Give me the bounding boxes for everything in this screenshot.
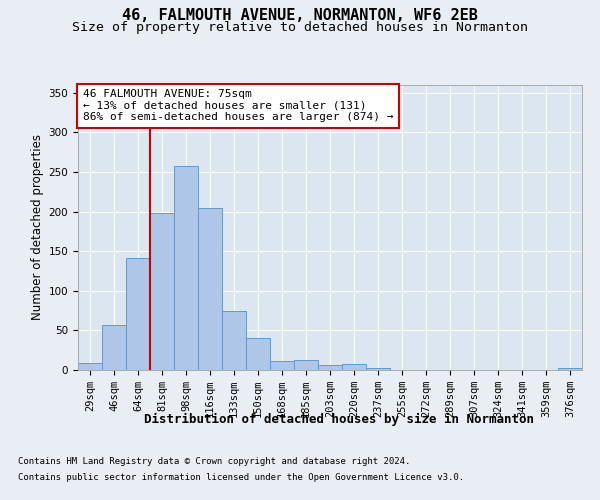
- Text: Distribution of detached houses by size in Normanton: Distribution of detached houses by size …: [144, 412, 534, 426]
- Text: 46 FALMOUTH AVENUE: 75sqm
← 13% of detached houses are smaller (131)
86% of semi: 46 FALMOUTH AVENUE: 75sqm ← 13% of detac…: [83, 90, 394, 122]
- Text: Contains HM Land Registry data © Crown copyright and database right 2024.: Contains HM Land Registry data © Crown c…: [18, 458, 410, 466]
- Bar: [102, 325, 126, 370]
- Bar: [270, 360, 294, 370]
- Text: Size of property relative to detached houses in Normanton: Size of property relative to detached ho…: [72, 21, 528, 34]
- Text: 46, FALMOUTH AVENUE, NORMANTON, WF6 2EB: 46, FALMOUTH AVENUE, NORMANTON, WF6 2EB: [122, 8, 478, 22]
- Bar: [198, 208, 222, 370]
- Bar: [558, 368, 582, 370]
- Bar: [366, 368, 390, 370]
- Y-axis label: Number of detached properties: Number of detached properties: [31, 134, 44, 320]
- Bar: [294, 360, 318, 370]
- Bar: [174, 166, 198, 370]
- Bar: [318, 365, 342, 370]
- Bar: [246, 338, 270, 370]
- Bar: [150, 213, 174, 370]
- Bar: [126, 258, 150, 370]
- Bar: [342, 364, 366, 370]
- Bar: [78, 363, 102, 370]
- Text: Contains public sector information licensed under the Open Government Licence v3: Contains public sector information licen…: [18, 472, 464, 482]
- Bar: [222, 312, 246, 370]
